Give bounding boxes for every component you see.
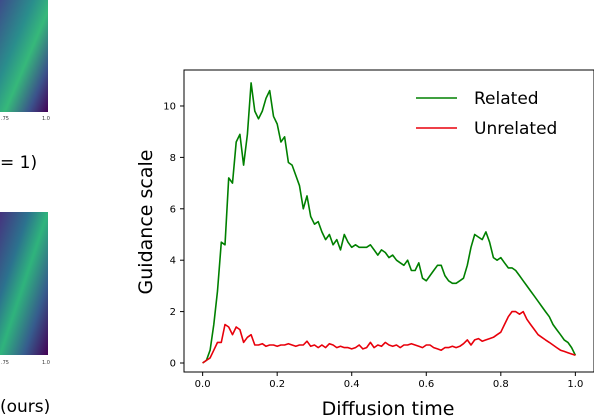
y-tick-label: 0 bbox=[170, 359, 176, 370]
y-tick-label: 2 bbox=[170, 307, 176, 318]
panel-caption: (ours) bbox=[0, 397, 50, 417]
y-tick-label: 10 bbox=[163, 101, 176, 112]
x-tick-label: 0.8 bbox=[493, 379, 509, 390]
thumbnail-tick-label: 1.0 bbox=[42, 116, 50, 122]
plot-frame bbox=[183, 69, 594, 373]
x-axis-ticks: 0.0 0.2 0.4 0.6 0.8 1.0 bbox=[195, 372, 583, 390]
y-tick-label: 8 bbox=[170, 153, 176, 164]
y-axis-label: Guidance scale bbox=[135, 150, 157, 295]
x-tick-label: 0.2 bbox=[269, 379, 285, 390]
y-tick-label: 6 bbox=[170, 204, 176, 215]
legend-label-related: Related bbox=[474, 89, 539, 109]
x-tick-label: 0.6 bbox=[418, 379, 434, 390]
legend: Related Unrelated bbox=[416, 89, 557, 139]
y-axis-ticks: 0 2 4 6 8 10 bbox=[163, 101, 184, 370]
thumbnail-tick-label: 1.0 bbox=[42, 360, 50, 366]
thumbnail-tick-label: .75 bbox=[1, 116, 9, 122]
line-chart: 0.0 0.2 0.4 0.6 0.8 1.0 0 2 4 6 8 10 Diffusion tim… bbox=[135, 69, 594, 420]
series-layer bbox=[202, 82, 577, 364]
thumbnail-tick-label: .75 bbox=[1, 360, 9, 366]
legend-label-unrelated: Unrelated bbox=[474, 119, 557, 139]
series-line-unrelated bbox=[202, 310, 576, 364]
heatmap-thumbnail-top bbox=[0, 0, 48, 112]
x-tick-label: 0.0 bbox=[195, 379, 211, 390]
x-axis-label: Diffusion time bbox=[322, 398, 455, 420]
y-tick-label: 4 bbox=[170, 256, 176, 267]
heatmap-thumbnail-bottom bbox=[0, 212, 48, 355]
x-tick-label: 1.0 bbox=[567, 379, 583, 390]
x-tick-label: 0.4 bbox=[344, 379, 360, 390]
panel-caption: = 1) bbox=[0, 153, 37, 173]
series-line-related bbox=[202, 82, 577, 364]
left-panel-fragment: .75 1.0 = 1) .75 1.0 (ours) bbox=[0, 0, 50, 417]
